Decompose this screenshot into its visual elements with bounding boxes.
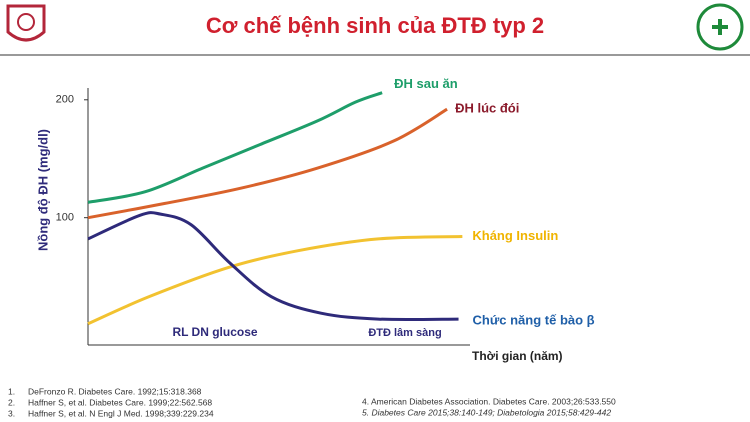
- y-tick-label: 200: [56, 94, 74, 106]
- annotation: RL DN glucose: [172, 325, 257, 339]
- series-line: [87, 211, 459, 322]
- annotation: ĐTĐ lâm sàng: [368, 327, 441, 339]
- x-axis-label: Thời gian (năm): [472, 349, 563, 363]
- slide-title: Cơ chế bệnh sinh của ĐTĐ typ 2: [206, 13, 544, 38]
- y-tick-label: 100: [56, 212, 74, 224]
- references: 1. DeFronzo R. Diabetes Care. 1992;15:318…: [8, 386, 616, 418]
- reference: Haffner S, et al. Diabetes Care. 1999;22…: [28, 397, 212, 407]
- series-label: ĐH sau ăn: [394, 76, 458, 91]
- reference: DeFronzo R. Diabetes Care. 1992;15:318.3…: [28, 386, 202, 396]
- series-line: [87, 235, 463, 326]
- left-logo: [6, 4, 46, 42]
- y-axis-label: Nồng độ ĐH (mg/dl): [35, 129, 50, 251]
- right-logo: [696, 3, 744, 51]
- series-label: Chức năng tế bào β: [473, 313, 595, 328]
- reference-number: 1.: [8, 386, 15, 396]
- reference-number: 3.: [8, 408, 15, 418]
- series-line: [87, 91, 383, 204]
- series-line: [87, 107, 448, 220]
- reference: Haffner S, et al. N Engl J Med. 1998;339…: [28, 408, 214, 418]
- reference-number: 2.: [8, 397, 15, 407]
- reference: 4. American Diabetes Association. Diabet…: [362, 396, 616, 406]
- series-label: ĐH lúc đói: [455, 101, 519, 116]
- series-label: Kháng Insulin: [472, 228, 558, 243]
- reference: 5. Diabetes Care 2015;38:140-149; Diabet…: [362, 407, 611, 417]
